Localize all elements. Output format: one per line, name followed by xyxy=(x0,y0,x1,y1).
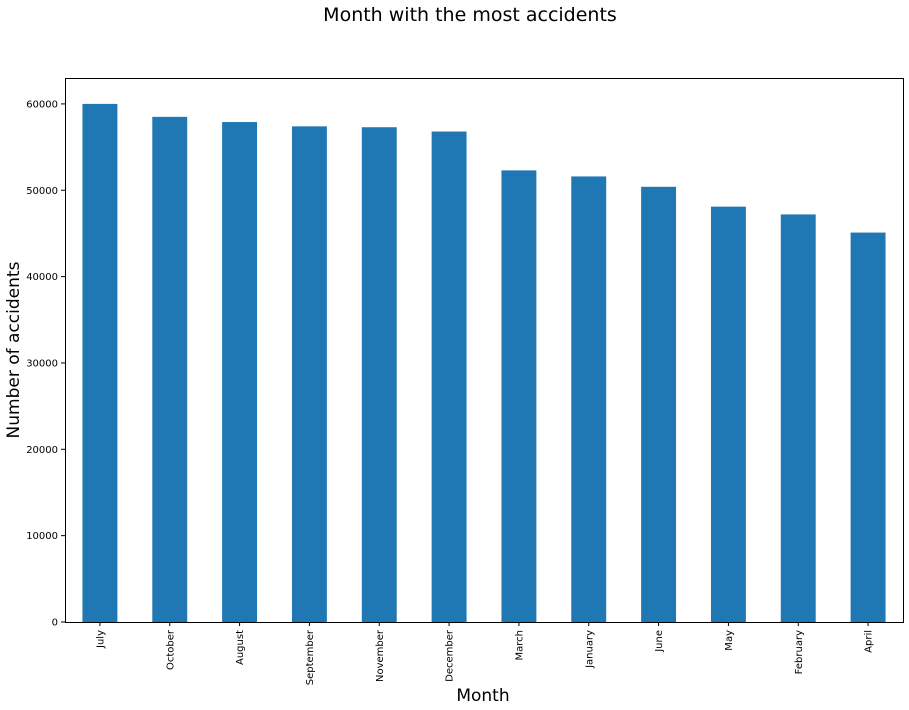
y-tick-label: 60000 xyxy=(26,99,58,110)
x-tick-label: January xyxy=(584,630,595,669)
bar-march xyxy=(501,170,537,622)
bar-october xyxy=(152,116,188,623)
y-axis-label: Number of accidents xyxy=(4,261,24,438)
bar-june xyxy=(641,186,677,623)
bar-july xyxy=(82,103,118,622)
x-tick-label: November xyxy=(375,629,386,682)
chart-title: Month with the most accidents xyxy=(323,4,617,26)
y-axis: 0 10000 20000 30000 40000 50000 60000 xyxy=(26,99,65,629)
bar-february xyxy=(780,214,816,622)
bar-april xyxy=(850,232,886,622)
y-tick-label: 20000 xyxy=(26,445,58,456)
x-tick-label: October xyxy=(165,629,176,670)
y-tick-label: 50000 xyxy=(26,186,58,197)
bar-november xyxy=(361,127,397,622)
y-tick-label: 10000 xyxy=(26,531,58,542)
x-tick-label: December xyxy=(445,629,456,682)
x-tick-label: June xyxy=(654,630,665,653)
bar-january xyxy=(571,176,607,622)
x-axis-label: Month xyxy=(456,686,509,706)
bars-group xyxy=(82,103,886,623)
x-tick-label: February xyxy=(794,630,805,674)
x-tick-label: May xyxy=(724,630,735,651)
x-tick-label: September xyxy=(305,629,316,685)
x-tick-label: March xyxy=(514,630,525,660)
bar-september xyxy=(291,126,327,623)
x-axis: July October August September November Decemb… xyxy=(95,622,875,685)
bar-december xyxy=(431,131,467,623)
x-tick-label: April xyxy=(864,630,875,653)
y-tick-label: 40000 xyxy=(26,272,58,283)
bar-august xyxy=(222,122,258,622)
x-tick-label: August xyxy=(235,630,246,665)
y-tick-label: 30000 xyxy=(26,358,58,369)
x-tick-label: July xyxy=(95,630,106,649)
y-tick-label: 0 xyxy=(52,618,58,629)
bar-may xyxy=(710,206,746,622)
plot-frame xyxy=(65,78,904,623)
